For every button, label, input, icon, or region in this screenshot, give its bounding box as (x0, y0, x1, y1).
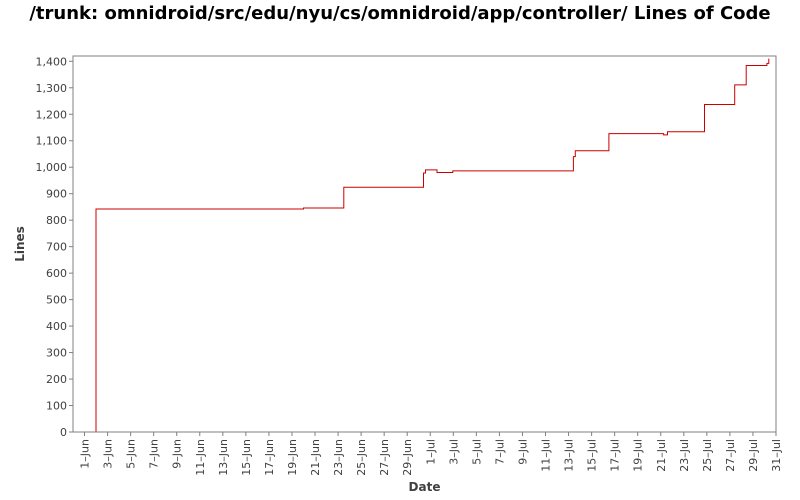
x-tick-label: 29–Jun (401, 439, 414, 476)
y-tick-label: 1,100 (36, 135, 68, 148)
x-tick-label: 19–Jun (286, 439, 299, 476)
x-tick-label: 19–Jul (632, 439, 645, 472)
y-axis-title: Lines (13, 226, 27, 262)
y-tick-label: 600 (46, 267, 67, 280)
y-tick-label: 800 (46, 214, 67, 227)
x-tick-label: 27–Jul (724, 439, 737, 472)
y-tick-label: 300 (46, 347, 67, 360)
y-tick-label: 1,200 (36, 108, 68, 121)
x-tick-label: 13–Jun (217, 439, 230, 476)
x-axis-ticks: 1–Jun 3–Jun 5–Jun 7–Jun 9–Jun 11–Jun 13–Jun 15–… (79, 432, 783, 476)
y-tick-label: 1,400 (36, 55, 68, 68)
x-tick-label: 29–Jul (747, 439, 760, 472)
x-tick-label: 21–Jun (309, 439, 322, 476)
x-tick-label: 5–Jun (125, 439, 138, 469)
x-tick-label: 15–Jul (586, 439, 599, 472)
x-tick-label: 9–Jun (171, 439, 184, 469)
x-tick-label: 7–Jul (493, 439, 506, 465)
x-tick-label: 15–Jun (240, 439, 253, 476)
x-tick-label: 21–Jul (655, 439, 668, 472)
y-tick-label: 900 (46, 188, 67, 201)
y-axis-ticks: 0 100 200 300 400 500 600 700 800 900 1,000 1,100 1,… (36, 55, 73, 439)
x-tick-label: 31–Jul (770, 439, 783, 472)
x-tick-label: 11–Jun (194, 439, 207, 476)
x-tick-label: 7–Jun (148, 439, 161, 469)
x-tick-label: 25–Jul (701, 439, 714, 472)
x-tick-label: 1–Jul (424, 439, 437, 465)
x-tick-label: 23–Jun (332, 439, 345, 476)
x-tick-label: 27–Jun (378, 439, 391, 476)
x-tick-label: 25–Jun (355, 439, 368, 476)
x-tick-label: 1–Jun (79, 439, 92, 469)
x-tick-label: 9–Jul (516, 439, 529, 465)
x-tick-label: 11–Jul (540, 439, 553, 472)
x-tick-label: 17–Jul (609, 439, 622, 472)
y-tick-label: 700 (46, 241, 67, 254)
x-tick-label: 3–Jul (447, 439, 460, 465)
y-tick-label: 400 (46, 320, 67, 333)
y-tick-label: 1,300 (36, 82, 68, 95)
y-tick-label: 0 (60, 426, 67, 439)
chart-title: /trunk: omnidroid/src/edu/nyu/cs/omnidro… (29, 3, 771, 24)
series-line (95, 58, 770, 432)
x-tick-label: 3–Jun (102, 439, 115, 469)
y-tick-label: 500 (46, 294, 67, 307)
x-tick-label: 13–Jul (563, 439, 576, 472)
y-tick-label: 200 (46, 373, 67, 386)
x-axis-title: Date (409, 480, 441, 494)
x-tick-label: 23–Jul (678, 439, 691, 472)
y-tick-label: 100 (46, 400, 67, 413)
x-tick-label: 5–Jul (470, 439, 483, 465)
y-tick-label: 1,000 (36, 161, 68, 174)
plot-frame (72, 55, 777, 433)
x-tick-label: 17–Jun (263, 439, 276, 476)
